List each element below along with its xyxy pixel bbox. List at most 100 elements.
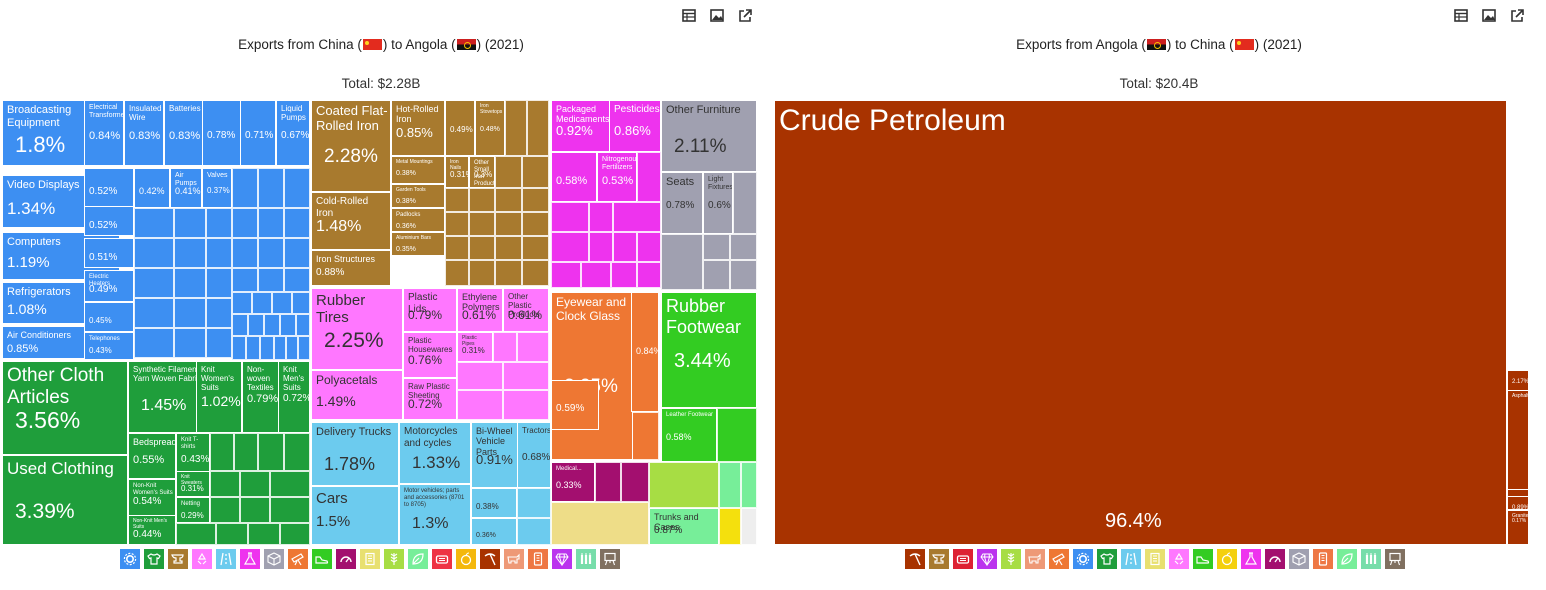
treemap-cell[interactable]: Plastic Lids 0.79% <box>403 288 457 332</box>
legend-instruments-button[interactable] <box>288 549 308 569</box>
treemap-cell[interactable]: Raw Plastic Sheeting 0.72% <box>403 378 457 420</box>
legend-mineral-button[interactable] <box>905 549 925 569</box>
treemap-cell-minor[interactable] <box>234 433 258 471</box>
image-icon[interactable] <box>710 9 724 22</box>
legend-footwear-button[interactable] <box>1193 549 1213 569</box>
treemap-cell-minor[interactable] <box>284 433 310 471</box>
legend-metals-button[interactable] <box>929 549 949 569</box>
treemap-cell[interactable]: Crude Petroleum 96.4% <box>774 100 1507 545</box>
treemap-cell-minor[interactable] <box>206 238 232 268</box>
treemap-cell[interactable]: Electrical Transformers 0.84% <box>84 100 124 166</box>
treemap-cell[interactable]: 0.51% <box>84 238 134 268</box>
treemap-cell[interactable]: Batteries 0.83% <box>164 100 204 166</box>
treemap-cell-minor[interactable] <box>495 260 522 286</box>
treemap-cell-minor[interactable] <box>134 268 174 298</box>
treemap-cell[interactable]: Pesticides 0.86% <box>609 100 661 152</box>
legend-animals-button[interactable] <box>1025 549 1045 569</box>
treemap-cell-minor[interactable] <box>522 236 549 260</box>
treemap-cell[interactable]: 0.49% <box>445 100 475 156</box>
treemap-cell-minor[interactable] <box>741 462 757 508</box>
treemap-cell-minor[interactable] <box>527 100 549 156</box>
table-icon[interactable] <box>682 9 696 22</box>
treemap-cell-minor[interactable] <box>232 208 258 238</box>
treemap-cell[interactable]: 0.89% <box>1507 496 1529 510</box>
treemap-cell-minor[interactable] <box>703 260 730 290</box>
treemap-cell-minor[interactable] <box>522 260 549 286</box>
legend-animal-button[interactable] <box>1337 549 1357 569</box>
treemap-cell-minor[interactable] <box>270 497 310 523</box>
treemap-cell-minor[interactable] <box>495 156 522 188</box>
legend-plastics-button[interactable] <box>1169 549 1189 569</box>
legend-footwear2-button[interactable] <box>576 549 596 569</box>
treemap-cell[interactable]: Rubber Footwear 3.44% <box>661 292 757 408</box>
treemap-cell-minor[interactable] <box>445 188 469 212</box>
treemap-cell[interactable]: 0.84% <box>631 292 659 412</box>
treemap-cell-minor[interactable] <box>232 268 258 292</box>
treemap-cell[interactable]: Electric Heaters 0.49% <box>84 270 134 302</box>
legend-chemicals-button[interactable] <box>240 549 260 569</box>
treemap-cell-minor[interactable] <box>296 314 310 336</box>
treemap-cell[interactable]: Garden Tools 0.38% <box>391 184 445 208</box>
treemap-cell[interactable]: Light Fixtures 0.6% <box>703 172 733 234</box>
treemap-cell-minor[interactable] <box>613 232 637 262</box>
treemap-cell-minor[interactable] <box>503 362 549 390</box>
treemap-cell[interactable]: 0.58% <box>551 152 597 202</box>
legend-weapons-button[interactable] <box>528 549 548 569</box>
legend-vegetable-button[interactable] <box>1001 549 1021 569</box>
legend-paper-button[interactable] <box>360 549 380 569</box>
treemap-cell[interactable]: Iron Structures 0.88% <box>311 250 391 286</box>
share-icon[interactable] <box>738 9 752 22</box>
treemap-cell[interactable]: Air Pumps 0.41% <box>170 168 202 208</box>
treemap-cell-minor[interactable] <box>445 236 469 260</box>
treemap-cell-minor[interactable] <box>637 262 661 288</box>
legend-metals-button[interactable] <box>168 549 188 569</box>
treemap-cell[interactable]: Polyacetals 1.49% <box>311 370 403 420</box>
treemap-cell-minor[interactable] <box>517 332 549 362</box>
treemap-cell-minor[interactable] <box>730 234 757 260</box>
treemap-cell[interactable]: Cold-Rolled Iron 1.48% <box>311 192 391 250</box>
legend-footwear-button[interactable] <box>312 549 332 569</box>
treemap-cell-minor[interactable] <box>240 497 270 523</box>
treemap-cell-minor[interactable] <box>292 292 310 314</box>
treemap-cell-minor[interactable] <box>258 433 284 471</box>
treemap-cell-minor[interactable] <box>719 508 741 545</box>
legend-hides-button[interactable] <box>432 549 452 569</box>
treemap-cell-minor[interactable] <box>469 188 495 212</box>
treemap-cell-minor[interactable] <box>522 188 549 212</box>
treemap-cell[interactable]: Coated Flat-Rolled Iron 2.28% <box>311 100 391 192</box>
treemap-cell-minor[interactable] <box>232 292 252 314</box>
treemap-cell[interactable]: Rubber Tires 2.25% <box>311 288 403 370</box>
treemap-cell-minor[interactable] <box>637 232 661 262</box>
treemap-cell[interactable]: 0.42% <box>134 168 170 208</box>
treemap-cell[interactable]: Padlocks 0.36% <box>391 208 445 232</box>
treemap-cell[interactable]: Delivery Trucks 1.78% <box>311 422 399 486</box>
legend-furniture-button[interactable] <box>1289 549 1309 569</box>
treemap-cell[interactable]: Telephones 0.43% <box>84 332 134 360</box>
legend-textiles-button[interactable] <box>144 549 164 569</box>
treemap-cell-minor[interactable] <box>174 298 206 328</box>
treemap-cell[interactable]: Motor vehicles; parts and accessories (8… <box>399 484 471 545</box>
treemap-cell-minor[interactable] <box>581 262 611 288</box>
treemap-cell[interactable]: 0.52% <box>84 168 134 208</box>
treemap-cell-minor[interactable] <box>730 260 757 290</box>
treemap-cell[interactable]: Bedspreads 0.55% <box>128 433 176 479</box>
legend-machines-button[interactable] <box>1073 549 1093 569</box>
legend-animal-button[interactable] <box>408 549 428 569</box>
treemap-cell-minor[interactable] <box>284 168 310 208</box>
treemap-cell-minor[interactable] <box>240 471 270 497</box>
treemap-cell[interactable]: Liquid Pumps 0.67% <box>276 100 310 166</box>
treemap-cell-minor[interactable] <box>264 314 280 336</box>
treemap-cell-minor[interactable] <box>176 523 216 545</box>
treemap-cell-minor[interactable] <box>134 208 174 238</box>
legend-transport-button[interactable] <box>216 549 236 569</box>
treemap-cell-minor[interactable] <box>457 390 503 420</box>
treemap-cell-minor[interactable] <box>495 236 522 260</box>
legend-precious-button[interactable] <box>1265 549 1285 569</box>
treemap-cell-minor[interactable] <box>174 328 206 358</box>
treemap-cell-minor[interactable] <box>274 336 286 360</box>
legend-hides-button[interactable] <box>953 549 973 569</box>
treemap-cell-minor[interactable] <box>206 298 232 328</box>
treemap-cell-minor[interactable] <box>258 168 284 208</box>
treemap-cell-minor[interactable] <box>210 471 240 497</box>
treemap-cell-minor[interactable] <box>258 268 284 292</box>
